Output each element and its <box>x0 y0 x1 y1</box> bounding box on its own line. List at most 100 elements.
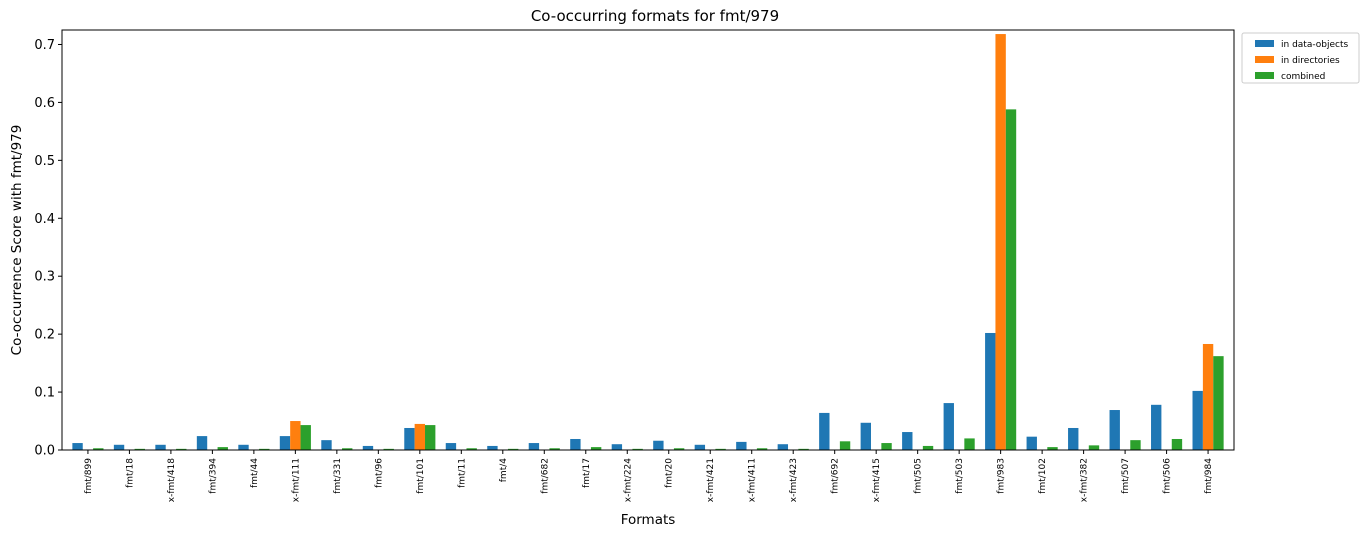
bar-combined <box>1171 438 1183 450</box>
bar-in-directories <box>414 423 426 450</box>
x-tick-label: fmt/4 <box>499 458 509 482</box>
x-tick-label: fmt/506 <box>1163 458 1173 494</box>
legend-swatch <box>1255 72 1274 79</box>
x-tick-label: x-fmt/224 <box>623 458 633 503</box>
bar-in-directories <box>995 34 1006 450</box>
bar-in-data-objects <box>819 412 830 450</box>
bar-combined <box>93 448 104 450</box>
y-axis-label: Co-occurrence Score with fmt/979 <box>9 125 25 356</box>
x-tick-label: x-fmt/418 <box>167 458 177 503</box>
bar-combined <box>134 448 145 450</box>
x-tick-label: fmt/899 <box>84 458 94 494</box>
x-tick-label: x-fmt/382 <box>1080 458 1090 502</box>
x-tick-label: fmt/331 <box>333 458 343 494</box>
bar-in-data-objects <box>985 332 996 450</box>
y-axis: 0.0 0.1 0.2 0.3 0.4 0.5 0.6 0.7 <box>34 38 62 459</box>
bar-combined <box>632 448 643 450</box>
bar-in-data-objects <box>1109 410 1120 450</box>
bar-in-data-objects <box>736 441 747 450</box>
bar-in-data-objects <box>404 427 415 450</box>
bar-in-data-objects <box>570 438 581 450</box>
bar-combined <box>881 443 892 450</box>
bar-combined <box>342 448 353 450</box>
bar-combined <box>590 447 602 450</box>
legend: in data-objects in directories combined <box>1241 32 1360 84</box>
bar-in-data-objects <box>72 443 83 450</box>
bar-combined <box>798 448 809 450</box>
bar-combined <box>1005 109 1017 451</box>
bar-combined <box>756 448 768 450</box>
bar-in-data-objects <box>155 444 166 450</box>
legend-label: combined <box>1281 72 1325 82</box>
y-tick-label: 0.6 <box>34 96 55 111</box>
bar-in-data-objects <box>238 444 249 450</box>
x-tick-label: fmt/18 <box>125 458 135 488</box>
x-tick-label: fmt/984 <box>1204 458 1214 494</box>
legend-swatch <box>1255 56 1274 63</box>
bar-in-data-objects <box>860 422 871 450</box>
bar-combined <box>176 448 187 450</box>
y-tick-label: 0.3 <box>34 270 55 285</box>
x-tick-label: fmt/17 <box>582 458 592 488</box>
bar-combined <box>383 448 394 450</box>
legend-swatch <box>1255 40 1274 47</box>
y-tick-label: 0.0 <box>34 444 55 459</box>
x-axis-label: Formats <box>621 512 676 528</box>
x-axis: fmt/899 fmt/18 x-fmt/418 fmt/394 fmt/44 x-fmt… <box>84 450 1214 502</box>
bar-in-data-objects <box>943 403 954 450</box>
bar-in-data-objects <box>1026 436 1037 450</box>
bar-combined <box>673 448 685 450</box>
bar-in-data-objects <box>777 444 789 450</box>
bar-in-data-objects <box>611 444 623 450</box>
legend-label: in data-objects <box>1281 40 1348 50</box>
legend-label: in directories <box>1281 56 1340 66</box>
x-tick-label: fmt/682 <box>540 458 550 494</box>
bar-in-data-objects <box>362 445 374 450</box>
bar-combined <box>839 441 851 450</box>
x-tick-label: fmt/983 <box>997 458 1007 494</box>
y-tick-label: 0.4 <box>34 212 55 227</box>
x-tick-label: fmt/394 <box>208 458 218 494</box>
y-tick-label: 0.2 <box>34 328 55 343</box>
bar-in-data-objects <box>1151 404 1162 450</box>
x-tick-label: fmt/505 <box>914 458 924 494</box>
bar-combined <box>300 425 311 450</box>
bar-combined <box>466 448 477 450</box>
x-tick-label: x-fmt/411 <box>748 458 758 502</box>
x-tick-label: fmt/96 <box>374 458 384 488</box>
chart-title: Co-occurring formats for fmt/979 <box>531 7 779 25</box>
bar-combined <box>507 448 519 450</box>
x-tick-label: fmt/507 <box>1121 458 1131 494</box>
bar-in-data-objects <box>528 443 540 450</box>
bar-combined <box>549 448 560 450</box>
x-tick-label: fmt/101 <box>416 458 426 494</box>
x-tick-label: fmt/20 <box>665 458 675 488</box>
bar-in-data-objects <box>1192 390 1203 450</box>
x-tick-label: fmt/503 <box>955 458 965 494</box>
bar-combined <box>425 425 436 450</box>
bar-combined <box>715 448 726 450</box>
bar-in-data-objects <box>653 440 664 450</box>
bar-in-data-objects <box>902 432 913 450</box>
bar-combined <box>1130 440 1141 450</box>
x-tick-label: x-fmt/421 <box>706 458 716 502</box>
bar-combined <box>1047 447 1058 450</box>
bar-combined <box>259 448 270 450</box>
bar-in-directories <box>1202 343 1214 450</box>
bar-combined <box>1213 356 1224 450</box>
bars-group <box>72 34 1224 451</box>
bar-in-directories <box>290 421 301 450</box>
x-tick-label: fmt/11 <box>457 458 467 488</box>
bar-combined <box>964 438 975 450</box>
bar-in-data-objects <box>279 436 291 450</box>
bar-in-data-objects <box>1068 427 1079 450</box>
bar-combined <box>217 447 228 450</box>
x-tick-label: x-fmt/423 <box>789 458 799 502</box>
x-tick-label: fmt/102 <box>1038 458 1048 494</box>
bar-in-data-objects <box>321 440 332 450</box>
bar-in-data-objects <box>694 444 706 450</box>
bar-in-data-objects <box>445 443 457 450</box>
x-tick-label: x-fmt/111 <box>291 458 301 502</box>
x-tick-label: fmt/692 <box>831 458 841 494</box>
